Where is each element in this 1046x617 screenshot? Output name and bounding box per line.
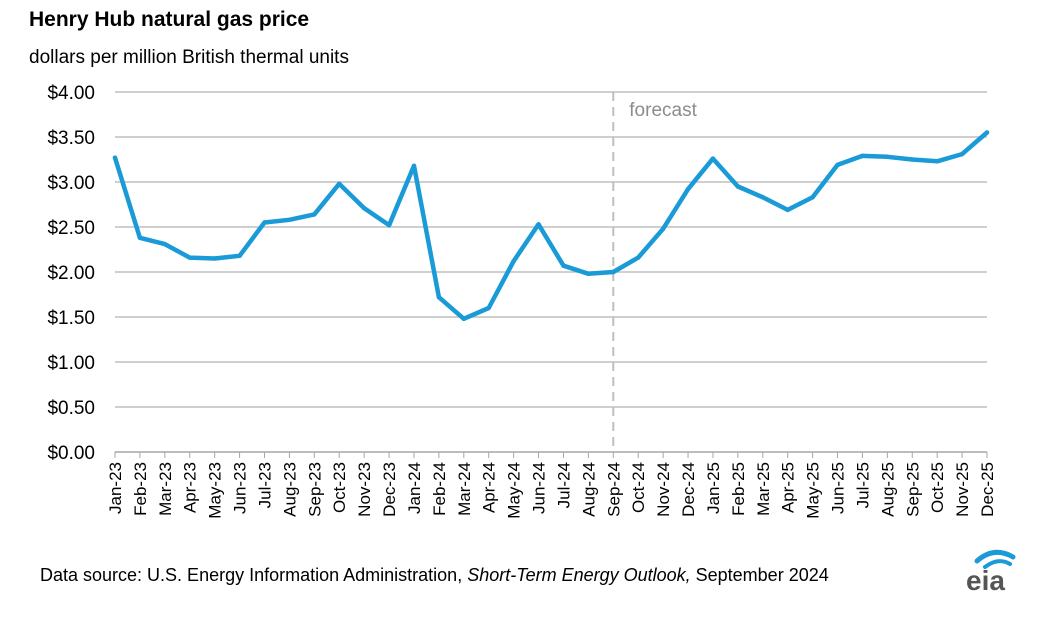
data-point: [536, 222, 540, 226]
x-tick-label: Sep-24: [604, 462, 623, 517]
y-tick-label: $3.00: [47, 173, 95, 194]
x-tick-label: Jan-25: [704, 462, 723, 514]
data-point: [785, 208, 789, 212]
y-tick-label: $1.50: [47, 308, 95, 329]
data-point: [761, 195, 765, 199]
data-point: [163, 242, 167, 246]
x-tick-label: Mar-24: [455, 462, 474, 516]
data-point: [138, 236, 142, 240]
x-tick-label: Dec-24: [679, 462, 698, 517]
data-point: [511, 259, 515, 263]
data-point: [985, 130, 989, 134]
data-point: [462, 317, 466, 321]
y-tick-label: $0.50: [47, 398, 95, 419]
x-tick-label: Nov-25: [953, 462, 972, 517]
data-point: [860, 154, 864, 158]
data-point: [910, 157, 914, 161]
x-tick-label: Mar-25: [754, 462, 773, 516]
x-tick-label: Jun-24: [530, 462, 549, 514]
y-tick-label: $2.50: [47, 218, 95, 239]
x-axis-ticks: Jan-23 Feb-23 Mar-23 Apr-23 May-23 Jun-23 Jul-…: [106, 452, 997, 519]
data-point: [312, 212, 316, 216]
data-point: [337, 182, 341, 186]
y-tick-label: $2.00: [47, 263, 95, 284]
data-point: [437, 295, 441, 299]
data-point: [960, 152, 964, 156]
data-point: [586, 272, 590, 276]
data-point: [636, 255, 640, 259]
x-tick-label: Jan-23: [106, 462, 125, 514]
data-point: [188, 255, 192, 259]
data-point: [935, 159, 939, 163]
data-point: [387, 223, 391, 227]
data-point: [113, 156, 117, 160]
x-tick-label: Sep-25: [903, 462, 922, 517]
x-tick-label: Jul-23: [255, 462, 274, 508]
x-tick-label: Oct-25: [928, 462, 947, 513]
source-report-title: Short-Term Energy Outlook,: [467, 565, 690, 585]
data-point: [212, 256, 216, 260]
x-tick-label: Dec-25: [978, 462, 997, 517]
x-tick-label: Aug-25: [878, 462, 897, 517]
source-prefix: Data source: U.S. Energy Information Adm…: [40, 565, 467, 585]
x-tick-label: Mar-23: [156, 462, 175, 516]
data-point: [711, 156, 715, 160]
y-tick-label: $1.00: [47, 353, 95, 374]
x-tick-label: Jul-24: [554, 462, 573, 508]
data-point: [412, 164, 416, 168]
x-tick-label: Feb-24: [430, 462, 449, 516]
data-point: [362, 206, 366, 210]
x-tick-label: Nov-24: [654, 462, 673, 517]
data-point: [237, 254, 241, 258]
x-tick-label: Oct-24: [629, 462, 648, 513]
series-group: [113, 130, 989, 321]
x-tick-label: Nov-23: [355, 462, 374, 517]
y-tick-label: $3.50: [47, 128, 95, 149]
price-series-line: [115, 133, 987, 319]
x-tick-label: Dec-23: [380, 462, 399, 517]
data-point: [287, 218, 291, 222]
data-point: [885, 155, 889, 159]
y-tick-label: $4.00: [47, 83, 95, 104]
x-tick-label: Jun-25: [829, 462, 848, 514]
forecast-label: forecast: [629, 100, 697, 121]
y-tick-label: $0.00: [47, 443, 95, 464]
data-point: [262, 220, 266, 224]
x-tick-label: Apr-24: [480, 462, 499, 513]
data-point: [487, 306, 491, 310]
gridlines: [115, 92, 987, 452]
x-tick-label: Apr-25: [779, 462, 798, 513]
x-tick-label: Sep-23: [305, 462, 324, 517]
source-date: September 2024: [691, 565, 829, 585]
data-point: [835, 163, 839, 167]
x-tick-label: Oct-23: [330, 462, 349, 513]
data-source-note: Data source: U.S. Energy Information Adm…: [40, 565, 829, 586]
x-tick-label: Feb-23: [131, 462, 150, 516]
data-point: [736, 184, 740, 188]
x-tick-label: Apr-23: [181, 462, 200, 513]
logo-text: eia: [966, 565, 1005, 594]
x-tick-label: Jun-23: [231, 462, 250, 514]
x-tick-label: Aug-23: [280, 462, 299, 517]
x-tick-label: Feb-25: [729, 462, 748, 516]
eia-logo: eia: [963, 548, 1025, 594]
data-point: [661, 227, 665, 231]
x-tick-label: May-24: [505, 462, 524, 519]
x-tick-label: May-25: [804, 462, 823, 519]
data-point: [611, 270, 615, 274]
data-point: [810, 195, 814, 199]
y-axis-ticks: $0.00 $0.50 $1.00 $1.50 $2.00 $2.50 $3.00 $3.50…: [47, 83, 95, 464]
x-tick-label: Jul-25: [853, 462, 872, 508]
x-tick-label: Jan-24: [405, 462, 424, 514]
data-point: [561, 264, 565, 268]
data-point: [686, 187, 690, 191]
x-tick-label: May-23: [206, 462, 225, 519]
x-tick-label: Aug-24: [579, 462, 598, 517]
